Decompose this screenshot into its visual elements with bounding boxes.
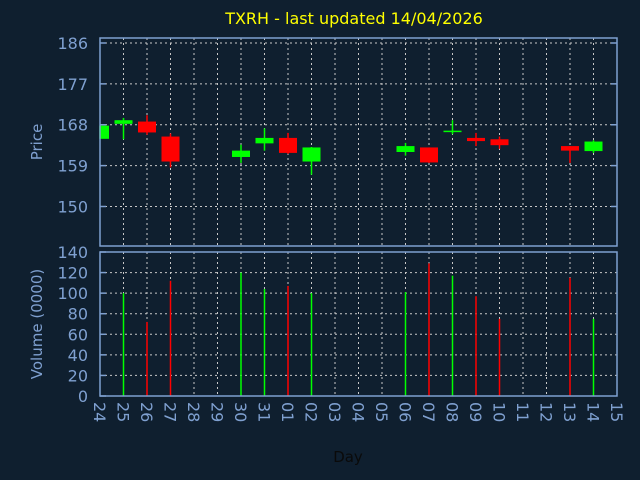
price-axis-label: Price bbox=[28, 124, 46, 161]
price-tick-label: 150 bbox=[57, 197, 88, 216]
x-tick-label: 07 bbox=[419, 402, 438, 422]
candle bbox=[99, 125, 109, 139]
volume-tick-label: 140 bbox=[57, 243, 88, 262]
x-tick-label: 08 bbox=[443, 402, 462, 422]
candle-body bbox=[232, 150, 250, 157]
volume-tick-label: 80 bbox=[68, 305, 88, 324]
candle-body bbox=[443, 130, 462, 133]
x-tick-label: 31 bbox=[255, 402, 274, 422]
candle-body bbox=[255, 137, 274, 144]
price-panel-frame bbox=[99, 37, 618, 247]
candle bbox=[255, 128, 274, 151]
candle-body bbox=[490, 139, 509, 146]
x-tick-label: 09 bbox=[466, 402, 485, 422]
candle bbox=[396, 142, 415, 156]
volume-tick-label: 100 bbox=[57, 284, 88, 303]
x-tick-label: 02 bbox=[302, 402, 321, 422]
volume-tick-label: 40 bbox=[68, 346, 88, 365]
volume-tick-label: 120 bbox=[57, 264, 88, 283]
x-tick-label: 13 bbox=[560, 402, 579, 422]
candle bbox=[420, 147, 438, 163]
x-tick-label: 11 bbox=[513, 402, 532, 422]
x-tick-label: 04 bbox=[349, 402, 368, 422]
candle-body bbox=[279, 137, 297, 153]
x-tick-label: 27 bbox=[161, 402, 180, 422]
candle bbox=[561, 146, 579, 163]
candle bbox=[584, 140, 603, 153]
volume-tick-label: 60 bbox=[68, 325, 88, 344]
volume-tick-label: 0 bbox=[78, 387, 88, 406]
price-tick-label: 186 bbox=[57, 34, 88, 53]
price-grid bbox=[100, 38, 617, 246]
x-tick-label: 01 bbox=[278, 402, 297, 422]
volume-grid bbox=[100, 252, 617, 396]
candle bbox=[490, 136, 509, 149]
x-axis: 24 25 26 27 28 29 30 31 01 02 03 04 05 06 07 08 09 10 11 12… bbox=[90, 402, 626, 422]
chart-title: TXRH - last updated 14/04/2026 bbox=[224, 9, 483, 28]
x-tick-label: 30 bbox=[231, 402, 250, 422]
candle-body bbox=[138, 121, 156, 133]
candle bbox=[302, 146, 321, 175]
candle-body bbox=[420, 147, 438, 163]
candle bbox=[467, 132, 485, 147]
candle bbox=[161, 133, 180, 168]
x-tick-label: 24 bbox=[90, 402, 109, 422]
price-axis: 150 159 168 177 186 bbox=[57, 34, 617, 216]
candle bbox=[114, 117, 133, 140]
candle-body bbox=[467, 137, 485, 142]
candle-body bbox=[561, 146, 579, 151]
x-tick-label: 12 bbox=[537, 402, 556, 422]
x-tick-label: 14 bbox=[584, 402, 603, 422]
candle bbox=[232, 144, 250, 163]
x-tick-label: 06 bbox=[396, 402, 415, 422]
x-tick-label: 05 bbox=[372, 402, 391, 422]
candle bbox=[443, 120, 462, 135]
price-tick-label: 177 bbox=[57, 75, 88, 94]
candle-body bbox=[302, 147, 321, 162]
candle-body bbox=[100, 125, 109, 139]
volume-axis-label: Volume (0000) bbox=[28, 269, 46, 379]
volume-tick-label: 20 bbox=[68, 366, 88, 385]
candle-body bbox=[396, 146, 415, 152]
candle bbox=[279, 132, 297, 154]
x-axis-label: Day bbox=[333, 448, 363, 466]
price-tick-label: 168 bbox=[57, 116, 88, 135]
candles bbox=[99, 115, 603, 175]
volume-bars bbox=[122, 263, 595, 396]
x-tick-label: 26 bbox=[137, 402, 156, 422]
candle-body bbox=[161, 136, 180, 162]
candle-body bbox=[584, 141, 603, 152]
x-tick-label: 25 bbox=[114, 402, 133, 422]
candle bbox=[138, 115, 156, 135]
x-tick-label: 28 bbox=[184, 402, 203, 422]
x-tick-label: 15 bbox=[607, 402, 626, 422]
price-tick-label: 159 bbox=[57, 157, 88, 176]
candle-body bbox=[114, 120, 133, 124]
x-tick-label: 29 bbox=[208, 402, 227, 422]
volume-panel-frame bbox=[99, 251, 618, 397]
x-tick-label: 03 bbox=[325, 402, 344, 422]
x-tick-label: 10 bbox=[490, 402, 509, 422]
